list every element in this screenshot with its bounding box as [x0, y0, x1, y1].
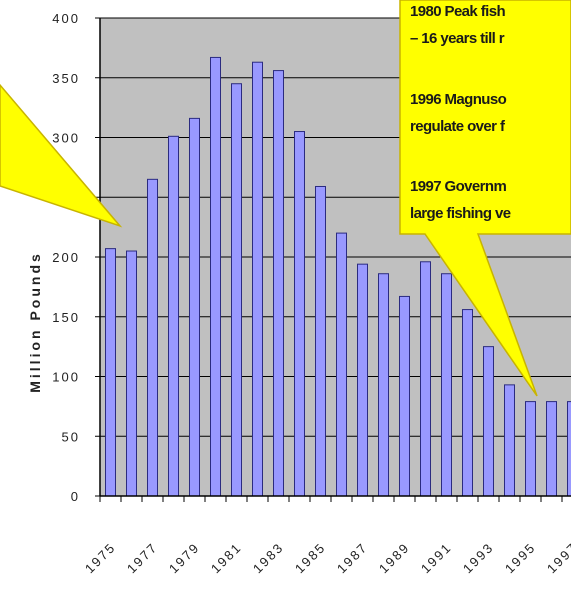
x-tick-label-1985: 1985	[292, 540, 329, 577]
x-tick-label-1993: 1993	[460, 540, 497, 577]
bar-1996	[546, 401, 557, 497]
y-tick-label: 100	[52, 370, 80, 385]
bar-1977	[147, 178, 158, 497]
bar-1980	[210, 56, 221, 497]
y-tick-label: 300	[52, 131, 80, 146]
bar-1983	[273, 70, 284, 497]
x-tick-labels: 1975 1977 1979 1981 1983 1985 1987 1989 1991 1993…	[82, 540, 571, 577]
x-tick-marks	[99, 496, 563, 502]
y-tick-label: 0	[71, 489, 80, 504]
callout-line-2: – 16 years till r	[410, 30, 505, 47]
callout-line-5: 1997 Governm	[410, 178, 506, 195]
bar-1989	[399, 295, 410, 497]
bar-1981	[231, 83, 242, 497]
callout-right-shape	[399, 0, 571, 397]
x-tick-label-1983: 1983	[250, 540, 287, 577]
x-tick-label-1987: 1987	[334, 540, 371, 577]
x-tick-label-1975: 1975	[82, 540, 119, 577]
bar-1984	[294, 131, 305, 497]
bar-1991	[441, 273, 452, 497]
y-tick-labels: 050100150200250300350400	[52, 11, 100, 504]
bar-1994	[504, 384, 515, 497]
y-tick-label: 200	[52, 250, 80, 265]
y-axis-label: Million Pounds	[27, 251, 43, 393]
y-tick-label: 150	[52, 310, 80, 325]
bar-1982	[252, 61, 263, 497]
bar-1986	[336, 232, 347, 497]
bar-1979	[189, 117, 200, 497]
x-tick-label-1995: 1995	[502, 540, 539, 577]
bar-1995	[525, 401, 536, 497]
callout-line-3: 1996 Magnuso	[410, 91, 507, 108]
y-tick-label: 400	[52, 11, 80, 26]
callout-line-4: regulate over f	[410, 118, 506, 135]
y-tick-label: 50	[62, 429, 80, 444]
callout-line-6: large fishing ve	[410, 205, 511, 222]
bar-1997	[567, 401, 571, 497]
callout-line-1: 1980 Peak fish	[410, 3, 505, 20]
bar-1992	[462, 309, 473, 497]
bar-1978	[168, 135, 179, 497]
bar-1990	[420, 261, 431, 497]
x-tick-label-1977: 1977	[124, 540, 161, 577]
bar-1987	[357, 263, 368, 497]
x-tick-label-1979: 1979	[166, 540, 203, 577]
x-tick-label-1997: 1997	[544, 540, 571, 577]
y-tick-label: 350	[52, 71, 80, 86]
bar-1976	[126, 250, 137, 497]
x-tick-label-1989: 1989	[376, 540, 413, 577]
bar-1993	[483, 346, 494, 497]
bar-1988	[378, 273, 389, 497]
bar-1975	[105, 248, 116, 497]
bar-1985	[315, 185, 326, 497]
callout-left-shape	[0, 83, 123, 228]
x-tick-label-1991: 1991	[418, 540, 455, 577]
x-tick-label-1981: 1981	[208, 540, 245, 577]
